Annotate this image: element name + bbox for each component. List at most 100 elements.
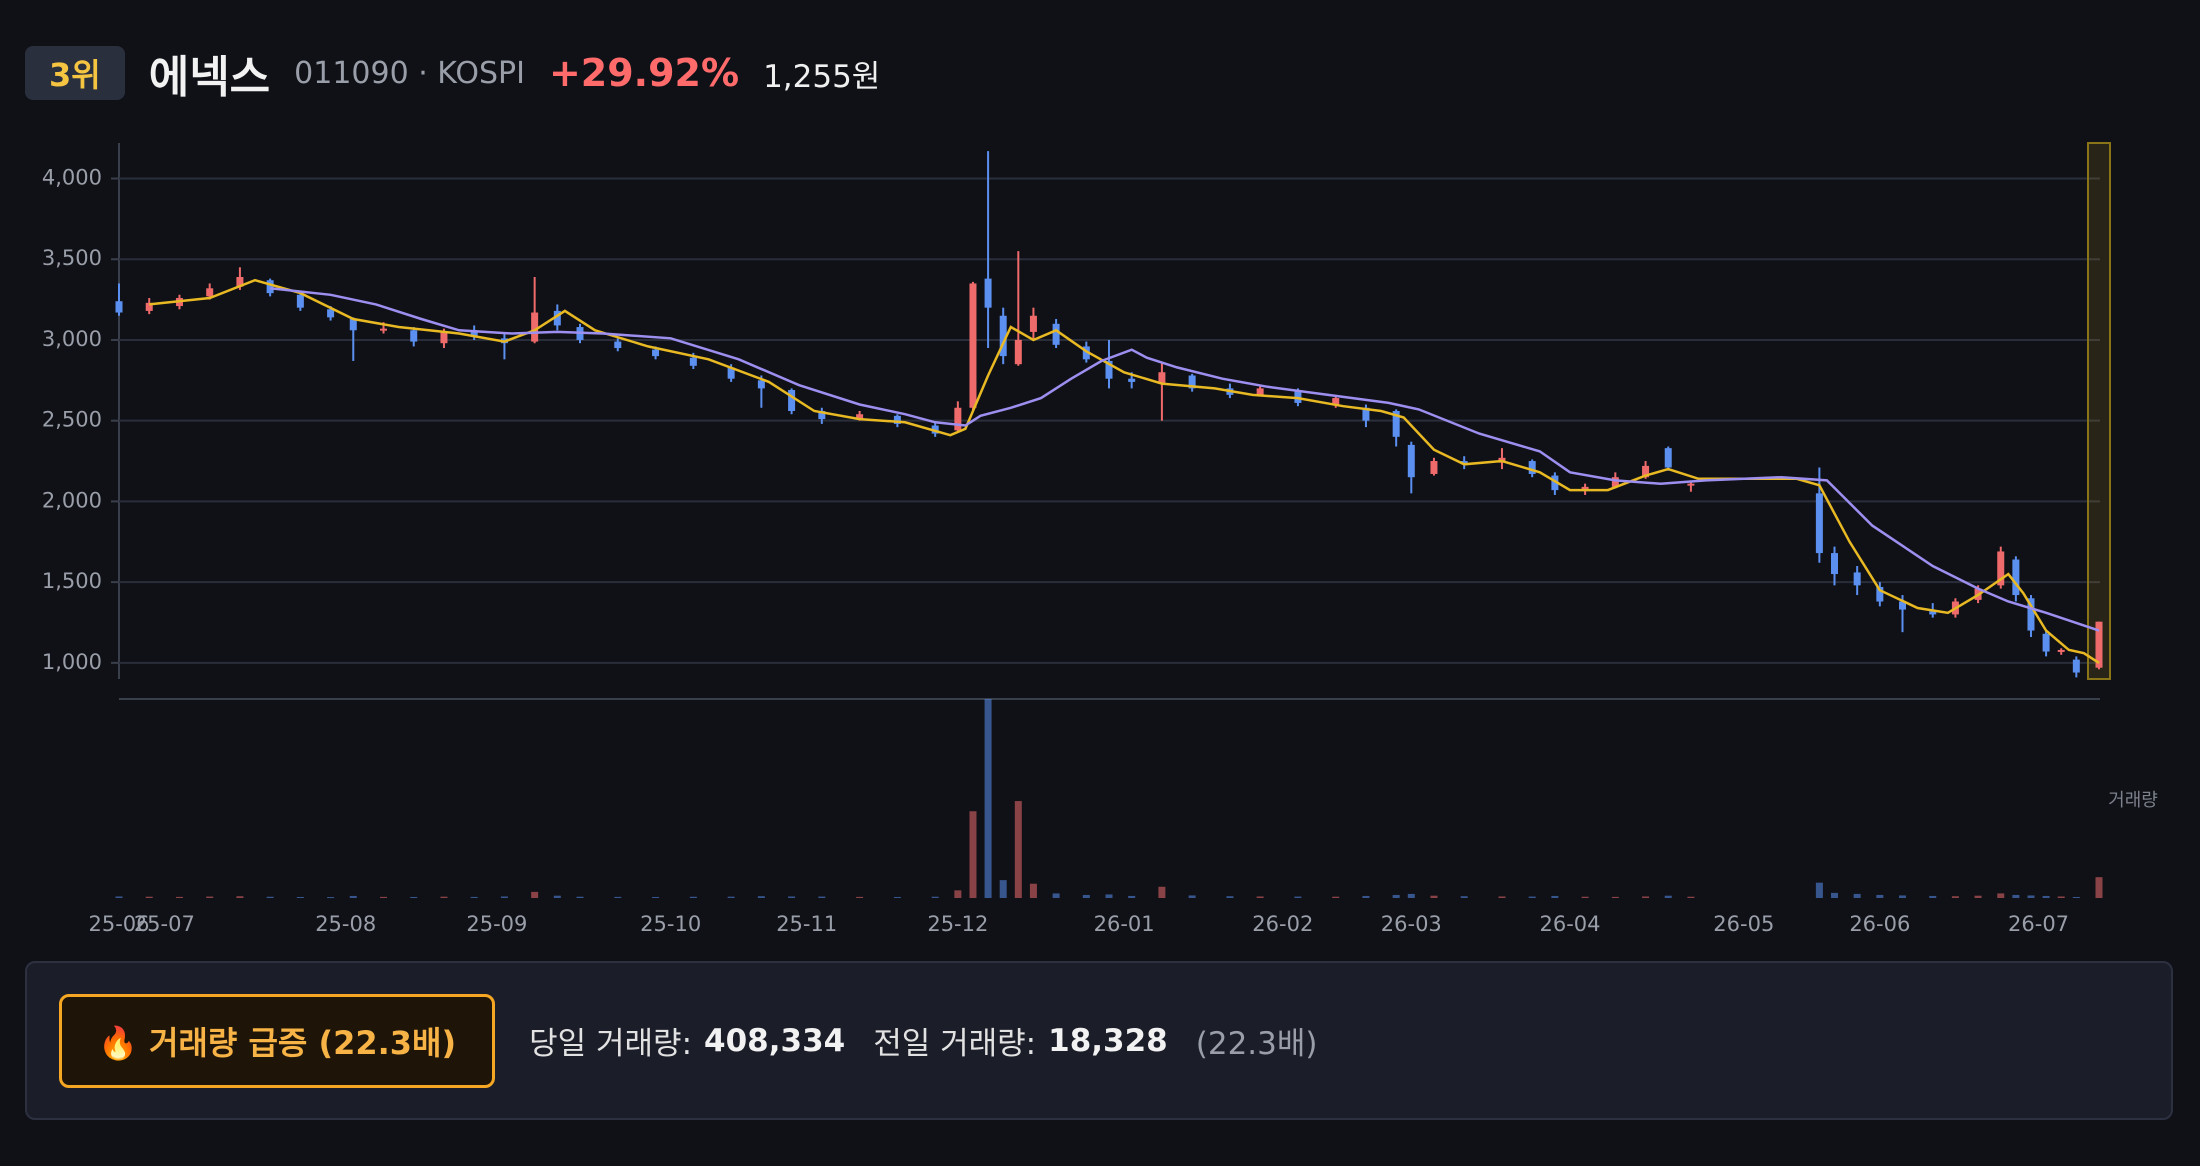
- x-tick-label: 25-11: [776, 912, 837, 936]
- volume-bar: [175, 896, 183, 898]
- candle-body: [1029, 315, 1037, 332]
- candle-body: [380, 328, 388, 331]
- candle-body: [349, 318, 357, 331]
- volume-bar: [1407, 893, 1415, 898]
- volume-bar: [1392, 894, 1400, 898]
- volume-bar: [954, 890, 962, 898]
- candle-body: [2095, 621, 2103, 668]
- volume-bar: [818, 896, 826, 898]
- volume-bar: [1815, 882, 1823, 898]
- volume-bar: [1460, 896, 1468, 898]
- volume-bar: [266, 896, 274, 898]
- candle-body: [727, 367, 735, 379]
- volume-bar: [2027, 895, 2035, 898]
- volume-alert[interactable]: 🔥 거래량 급증 (22.3배): [59, 993, 496, 1088]
- volume-bar: [1551, 895, 1559, 898]
- candle-body: [1876, 586, 1884, 602]
- candle-body: [1687, 483, 1695, 486]
- volume-bar: [1611, 896, 1619, 898]
- stock-code: 011090 · KOSPI: [294, 55, 525, 91]
- stock-name: 에넥스: [148, 52, 271, 103]
- volume-bar: [1876, 894, 1884, 898]
- volume-bar: [1899, 895, 1907, 898]
- volume-bar: [440, 896, 448, 898]
- latest-highlight: [2087, 142, 2111, 680]
- volume-bar: [500, 896, 508, 898]
- candle-body: [689, 357, 697, 366]
- x-tick-label: 25-08: [315, 912, 376, 936]
- candle-body: [1997, 551, 2005, 586]
- candle-body: [2042, 633, 2050, 652]
- volume-bar: [380, 896, 388, 898]
- today-label: 당일 거래량:: [529, 1026, 693, 1062]
- candle-body: [1642, 465, 1650, 478]
- candle-body: [1082, 346, 1090, 360]
- volume-bar: [1830, 892, 1838, 898]
- candle-body: [1581, 486, 1589, 491]
- volume-bar: [553, 895, 561, 898]
- candle-body: [1014, 339, 1022, 365]
- volume-bar: [1256, 896, 1264, 898]
- candle-body: [410, 330, 418, 342]
- volume-bar: [1687, 896, 1695, 898]
- candle-body: [1899, 601, 1907, 610]
- volume-bar: [327, 897, 335, 899]
- candle-body: [2057, 649, 2065, 652]
- volume-bar: [349, 895, 357, 898]
- candle-body: [999, 315, 1007, 357]
- volume-bar: [969, 811, 977, 898]
- candle-body: [1929, 611, 1937, 615]
- volume-bar: [236, 896, 244, 898]
- candle-body: [954, 407, 962, 431]
- price-change: +29.92%: [548, 51, 740, 95]
- candle-body: [470, 331, 478, 337]
- volume-bar: [1853, 893, 1861, 898]
- volume-bar: [1362, 895, 1370, 898]
- candle-body: [1460, 461, 1468, 465]
- x-tick-label: 26-07: [2008, 912, 2069, 936]
- volume-bar: [206, 896, 214, 898]
- candle-body: [1407, 444, 1415, 478]
- candle-body: [1294, 390, 1302, 403]
- volume-bar: [410, 896, 418, 898]
- x-tick-label: 26-03: [1381, 912, 1442, 936]
- candle-body: [1188, 375, 1196, 389]
- candle-body: [931, 425, 939, 434]
- volume-bar: [2042, 895, 2050, 898]
- candle-body: [440, 331, 448, 344]
- candle-body: [614, 341, 622, 349]
- header: 3위 에넥스 011090 · KOSPI +29.92% 1,255원: [25, 46, 880, 103]
- volume-bar: [893, 896, 901, 898]
- volume-bar: [1082, 894, 1090, 898]
- candle-body: [1362, 407, 1370, 421]
- candle-body: [893, 415, 901, 424]
- volume-bar: [931, 896, 939, 898]
- volume-bar: [1294, 896, 1302, 898]
- candle-body: [236, 277, 244, 287]
- x-tick-label: 26-01: [1094, 912, 1155, 936]
- rank-badge: 3위: [25, 46, 125, 100]
- candle-body: [818, 411, 826, 420]
- volume-bar: [1664, 895, 1672, 898]
- volume-bar: [1128, 895, 1136, 898]
- y-tick-label: 4,000: [42, 166, 102, 190]
- prev-label: 전일 거래량:: [873, 1026, 1037, 1062]
- candle-body: [1528, 461, 1536, 474]
- volume-bar: [1581, 896, 1589, 898]
- volume-bar: [1430, 895, 1438, 898]
- volume-bar: [856, 896, 864, 898]
- candle-body: [1392, 411, 1400, 437]
- volume-bar: [788, 896, 796, 898]
- moving-average-line: [149, 278, 2100, 664]
- volume-bar: [470, 896, 478, 898]
- candle-body: [1332, 398, 1340, 405]
- volume-bar: [145, 896, 153, 898]
- candle-body: [327, 309, 335, 318]
- x-tick-label: 25-10: [640, 912, 701, 936]
- y-tick-label: 1,000: [42, 650, 102, 674]
- ratio: (22.3배): [1195, 1026, 1318, 1062]
- today-value: 408,334: [704, 1022, 846, 1059]
- candle-body: [145, 302, 153, 311]
